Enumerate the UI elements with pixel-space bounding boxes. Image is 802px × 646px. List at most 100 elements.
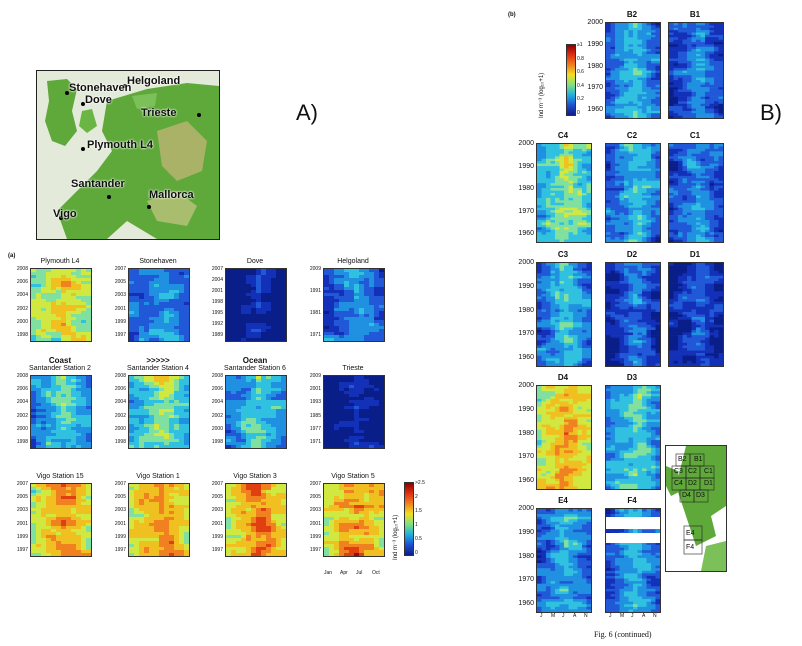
panel-a-title: Trieste bbox=[342, 365, 364, 372]
vigo-marker bbox=[59, 216, 63, 220]
panel-a-colorbar-tick: 0 bbox=[415, 550, 418, 556]
panel-a-heatmap bbox=[128, 268, 190, 342]
panel-b-ytick: 1960 bbox=[587, 106, 603, 113]
panel-b-ytick: 2000 bbox=[518, 382, 534, 389]
panel-a-ytick: 2006 bbox=[211, 386, 223, 393]
panel-a-title: Vigo Station 5 bbox=[331, 473, 375, 480]
panel-a-heatmap bbox=[225, 375, 287, 449]
panel-b-heatmap bbox=[536, 143, 592, 243]
panel-a-ytick: 1998 bbox=[114, 439, 126, 445]
panel-b-title: C3 bbox=[557, 250, 569, 259]
panel-a-ytick: 2004 bbox=[16, 292, 28, 299]
panel-b-colorbar-label: Ind m⁻³ (log₁₀+1) bbox=[539, 72, 545, 118]
panel-b-ytick: 1970 bbox=[518, 207, 534, 215]
panel-a-ytick: 2003 bbox=[114, 507, 126, 514]
panel-b-month-tick: M bbox=[551, 613, 556, 619]
panel-b-ytick: 1990 bbox=[518, 528, 534, 536]
panel-a-heatmap bbox=[30, 375, 92, 449]
panel-a-ytick: 1992 bbox=[211, 321, 223, 327]
panel-a-ytick: 1999 bbox=[114, 533, 126, 540]
panel-a-ytick: 1985 bbox=[309, 412, 321, 419]
panel-a-heatmap bbox=[225, 483, 287, 557]
map-label-santander: Santander bbox=[71, 178, 125, 190]
panel-a-ytick: 2003 bbox=[16, 507, 28, 514]
map-land-shapes bbox=[37, 71, 219, 239]
panel-a-row-header: Coast bbox=[48, 356, 72, 365]
map-label-vigo: Vigo bbox=[53, 208, 77, 220]
panel-a-ytick: 2005 bbox=[309, 494, 321, 501]
panel-b-ytick: 1990 bbox=[518, 282, 534, 290]
panel-a-ytick: 1997 bbox=[211, 547, 223, 553]
panel-a-colorbar-label: Ind m⁻³ (log₁₀+1) bbox=[393, 514, 399, 560]
panel-a-ytick: 1977 bbox=[309, 425, 321, 432]
panel-a-ytick: 1993 bbox=[309, 399, 321, 406]
panel-a-heatmap bbox=[323, 268, 385, 342]
panel-a-ytick: 1999 bbox=[309, 533, 321, 540]
panel-b-month-tick: N bbox=[584, 613, 588, 619]
panel-a-ytick: 2005 bbox=[16, 494, 28, 501]
panel-a-ytick: 2006 bbox=[16, 386, 28, 393]
panel-b-ytick: 1970 bbox=[518, 453, 534, 461]
map-label-stonehaven: Stonehaven bbox=[69, 82, 132, 94]
panel-a-ytick: 1997 bbox=[309, 547, 321, 553]
map-label-helgoland: Helgoland bbox=[127, 75, 181, 87]
panel-a-ytick: 1997 bbox=[16, 547, 28, 553]
panel-b-month-tick: J bbox=[562, 613, 565, 619]
legend-box-label: C2 bbox=[688, 468, 697, 475]
panel-a-ytick: 1989 bbox=[211, 332, 223, 338]
panel-b-ytick: 1990 bbox=[587, 40, 603, 48]
panel-a-ytick: 1998 bbox=[16, 439, 28, 445]
panel-b-title: C4 bbox=[557, 131, 569, 140]
gap-band bbox=[606, 517, 660, 529]
panel-a-colorbar-tick: 1.5 bbox=[415, 508, 422, 514]
location-map: Helgoland Stonehaven Dove Trieste Plymou… bbox=[36, 70, 220, 240]
panel-a-heatmap bbox=[128, 375, 190, 449]
legend-box-label: D4 bbox=[682, 492, 691, 499]
panel-a-ytick: 2003 bbox=[114, 292, 126, 299]
panel-a-ytick: 1991 bbox=[309, 288, 321, 294]
panel-a-ytick: 1999 bbox=[114, 318, 126, 325]
panel-b-title: C2 bbox=[626, 131, 638, 140]
legend-box-label: B1 bbox=[694, 456, 703, 463]
panel-b-ytick: 2000 bbox=[587, 19, 603, 26]
panel-a-ytick: 2001 bbox=[211, 288, 223, 294]
panel-a-ytick: 2006 bbox=[16, 279, 28, 286]
panel-b-ytick: 1980 bbox=[518, 306, 534, 314]
panel-b-heatmap bbox=[605, 22, 661, 119]
panel-a-colorbar-tick: 0.5 bbox=[415, 536, 422, 542]
panel-b-heatmap bbox=[668, 143, 724, 243]
legend-box-label: E4 bbox=[686, 530, 695, 537]
panel-b-colorbar-tick: 0.8 bbox=[577, 55, 584, 62]
legend-box-label: C4 bbox=[674, 480, 683, 487]
panel-a-ytick: 1998 bbox=[211, 439, 223, 445]
panel-b-title: D4 bbox=[557, 373, 569, 382]
stonehaven-marker bbox=[65, 91, 69, 95]
panel-a-ytick: 2002 bbox=[114, 412, 126, 419]
map-label-mallorca: Mallorca bbox=[149, 189, 194, 201]
panel-a-month-tick: Jan bbox=[324, 570, 333, 576]
panel-b-ytick: 1970 bbox=[518, 330, 534, 338]
legend-box-label: D1 bbox=[704, 480, 713, 487]
panel-a-title: Vigo Station 1 bbox=[136, 473, 180, 480]
panel-a-ytick: 2003 bbox=[309, 507, 321, 514]
legend-box-label: B2 bbox=[678, 456, 687, 463]
map-label-trieste: Trieste bbox=[141, 107, 177, 119]
panel-b-month-tick: A bbox=[642, 613, 646, 619]
panel-b-title: B2 bbox=[626, 10, 638, 19]
dove-marker bbox=[81, 102, 85, 106]
panel-a-ytick: 2005 bbox=[114, 494, 126, 501]
panel-b-title: D3 bbox=[626, 373, 638, 382]
panel-a-ytick: 1981 bbox=[309, 310, 321, 316]
trieste-marker bbox=[197, 113, 201, 117]
panel-a-ytick: 2009 bbox=[309, 373, 321, 379]
panel-a-row-header: Ocean bbox=[242, 356, 268, 365]
figure-label-b: B) bbox=[760, 100, 782, 125]
panel-b-heatmap bbox=[668, 22, 724, 119]
panel-b-heatmap bbox=[605, 385, 661, 490]
panel-a-ytick: 2008 bbox=[16, 266, 28, 272]
panel-a-ytick: 1995 bbox=[211, 310, 223, 316]
panel-a-ytick: 2004 bbox=[114, 399, 126, 406]
panel-a-ytick: 2000 bbox=[16, 318, 28, 325]
panel-a-ytick: 2002 bbox=[16, 412, 28, 419]
panel-a-title: Vigo Station 3 bbox=[233, 473, 277, 480]
